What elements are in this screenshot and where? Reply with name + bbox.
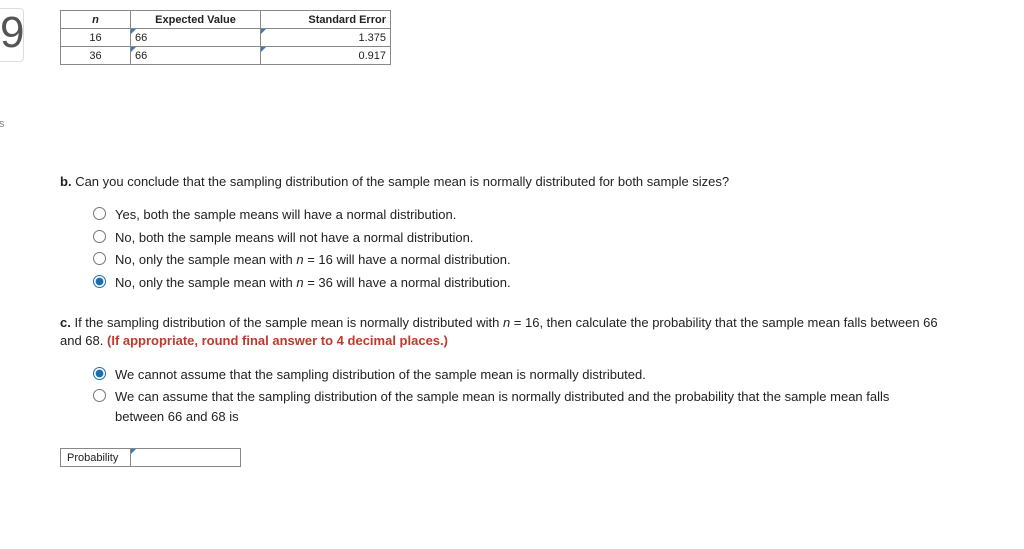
question-number: 9 — [0, 8, 24, 62]
option-b-3[interactable]: No, only the sample mean with n = 16 wil… — [88, 250, 1000, 270]
cell-se[interactable]: 0.917 — [261, 47, 391, 65]
probability-table: Probability — [60, 448, 241, 467]
radio-c-2[interactable] — [93, 389, 106, 402]
cell-se[interactable]: 1.375 — [261, 29, 391, 47]
radio-b-1[interactable] — [93, 207, 106, 220]
option-b-1[interactable]: Yes, both the sample means will have a n… — [88, 205, 1000, 225]
option-b-2-label: No, both the sample means will not have … — [115, 228, 473, 248]
option-c-1[interactable]: We cannot assume that the sampling distr… — [88, 365, 1000, 385]
option-c-2[interactable]: We can assume that the sampling distribu… — [88, 387, 1000, 426]
part-b-options: Yes, both the sample means will have a n… — [88, 205, 1000, 292]
table-row: 16 66 1.375 — [61, 29, 391, 47]
radio-b-2[interactable] — [93, 230, 106, 243]
cell-n: 16 — [61, 29, 131, 47]
probability-label: Probability — [61, 449, 131, 467]
cell-ev[interactable]: 66 — [131, 29, 261, 47]
part-c-question: c. If the sampling distribution of the s… — [60, 314, 940, 350]
option-b-3-label: No, only the sample mean with n = 16 wil… — [115, 250, 511, 270]
cell-ev[interactable]: 66 — [131, 47, 261, 65]
col-n-header: n — [61, 11, 131, 29]
data-table: n Expected Value Standard Error 16 66 1.… — [60, 10, 391, 65]
side-label-fragment: ts — [0, 118, 5, 130]
probability-input[interactable] — [131, 449, 241, 467]
radio-c-1[interactable] — [93, 367, 106, 380]
table-row: 36 66 0.917 — [61, 47, 391, 65]
radio-b-4[interactable] — [93, 275, 106, 288]
part-c-options: We cannot assume that the sampling distr… — [88, 365, 1000, 427]
cell-n: 36 — [61, 47, 131, 65]
table-header-row: n Expected Value Standard Error — [61, 11, 391, 29]
option-c-1-label: We cannot assume that the sampling distr… — [115, 365, 646, 385]
col-se-header: Standard Error — [261, 11, 391, 29]
col-ev-header: Expected Value — [131, 11, 261, 29]
option-c-2-label: We can assume that the sampling distribu… — [115, 387, 935, 426]
option-b-4[interactable]: No, only the sample mean with n = 36 wil… — [88, 273, 1000, 293]
radio-b-3[interactable] — [93, 252, 106, 265]
option-b-1-label: Yes, both the sample means will have a n… — [115, 205, 456, 225]
part-b-question: b. Can you conclude that the sampling di… — [60, 173, 1000, 191]
option-b-4-label: No, only the sample mean with n = 36 wil… — [115, 273, 511, 293]
option-b-2[interactable]: No, both the sample means will not have … — [88, 228, 1000, 248]
